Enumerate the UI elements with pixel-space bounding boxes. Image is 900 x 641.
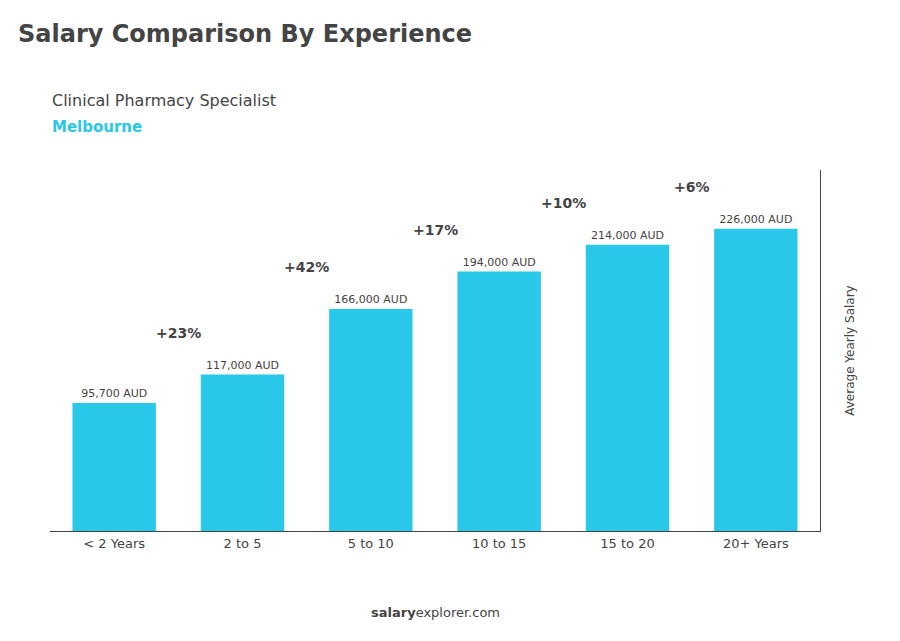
- svg-text:166,000 AUD: 166,000 AUD: [334, 293, 407, 306]
- svg-text:214,000 AUD: 214,000 AUD: [591, 229, 664, 242]
- svg-text:+6%: +6%: [674, 179, 710, 195]
- svg-text:+42%: +42%: [284, 259, 329, 275]
- svg-text:< 2 Years: < 2 Years: [83, 536, 145, 551]
- svg-text:+17%: +17%: [413, 222, 458, 238]
- svg-text:95,700 AUD: 95,700 AUD: [81, 387, 147, 400]
- svg-text:Melbourne: Melbourne: [52, 118, 142, 136]
- svg-text:15 to 20: 15 to 20: [600, 536, 654, 551]
- svg-text:Average Yearly Salary: Average Yearly Salary: [843, 285, 857, 415]
- svg-text:10 to 15: 10 to 15: [472, 536, 526, 551]
- svg-text:+10%: +10%: [541, 195, 586, 211]
- svg-text:194,000 AUD: 194,000 AUD: [463, 256, 536, 269]
- svg-text:20+ Years: 20+ Years: [723, 536, 789, 551]
- svg-text:salaryexplorer.com: salaryexplorer.com: [371, 605, 500, 620]
- svg-text:+23%: +23%: [156, 325, 201, 341]
- svg-text:Salary Comparison By Experienc: Salary Comparison By Experience: [18, 20, 472, 48]
- svg-text:5 to 10: 5 to 10: [348, 536, 394, 551]
- svg-text:2 to 5: 2 to 5: [224, 536, 262, 551]
- svg-text:Clinical Pharmacy Specialist: Clinical Pharmacy Specialist: [52, 91, 276, 110]
- svg-text:226,000 AUD: 226,000 AUD: [719, 213, 792, 226]
- svg-text:117,000 AUD: 117,000 AUD: [206, 359, 279, 372]
